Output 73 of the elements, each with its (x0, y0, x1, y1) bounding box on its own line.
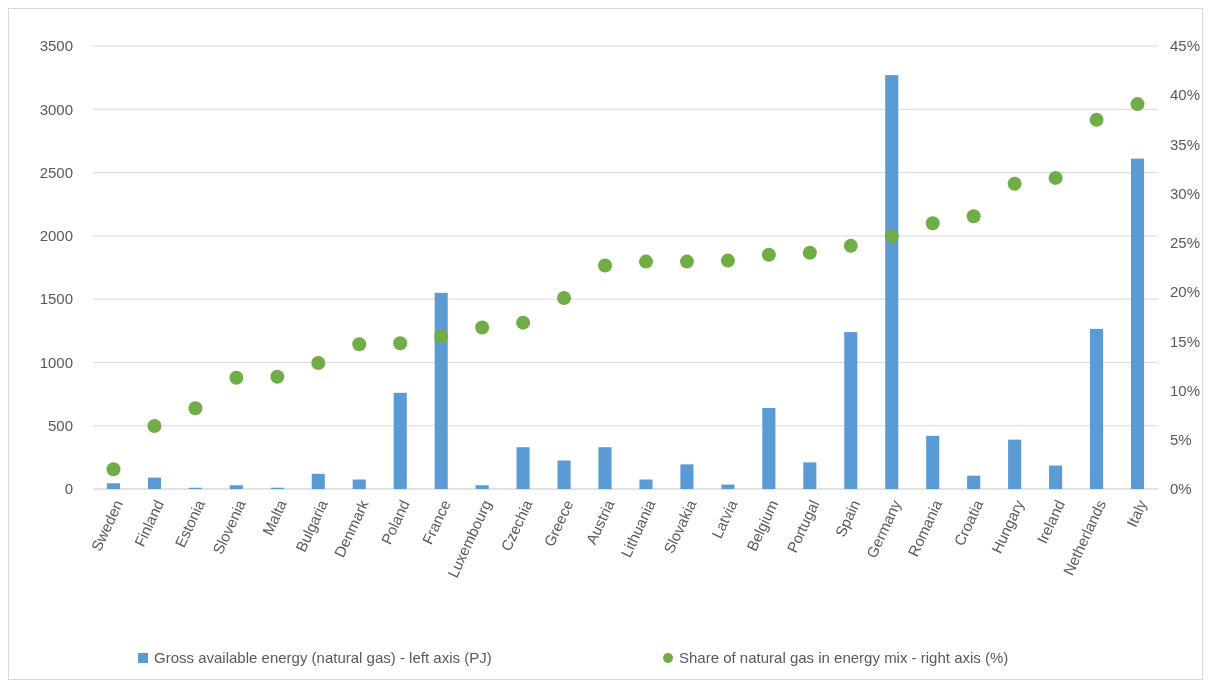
point (1007, 176, 1022, 191)
point (516, 315, 531, 330)
point (229, 370, 244, 385)
bar (926, 435, 940, 489)
point (802, 245, 817, 260)
point (966, 209, 981, 224)
bar (1049, 465, 1063, 489)
y2-tick-label: 5% (1170, 431, 1192, 449)
x-tick-label: Italy (1122, 496, 1151, 530)
bar (885, 75, 899, 489)
bar (967, 475, 981, 489)
bar (762, 407, 776, 489)
y2-tick-label: 35% (1170, 135, 1201, 153)
point (106, 462, 121, 477)
point (475, 320, 490, 335)
y2-tick-label: 10% (1170, 381, 1201, 399)
point (434, 329, 449, 344)
bar (803, 462, 817, 489)
y2-tick-label: 45% (1170, 37, 1201, 55)
y2-tick-label: 40% (1170, 86, 1201, 104)
point (598, 258, 613, 273)
bar (352, 479, 366, 489)
bar (475, 485, 489, 489)
bar (721, 484, 735, 489)
point (311, 355, 326, 370)
y2-tick-label: 15% (1170, 332, 1201, 350)
bar (1090, 328, 1104, 489)
point (761, 247, 776, 262)
point (352, 337, 367, 352)
bar (516, 447, 530, 489)
point (188, 401, 203, 416)
x-tick-label: Malta (258, 496, 291, 538)
point (1130, 97, 1145, 112)
bar (557, 460, 571, 489)
point (147, 419, 162, 433)
y2-tick-label: 25% (1170, 234, 1201, 252)
point (638, 254, 653, 269)
y-tick-label: 2000 (39, 227, 73, 245)
bar (598, 447, 612, 489)
bar (147, 477, 161, 489)
point (720, 253, 735, 268)
point (884, 229, 899, 243)
point (925, 216, 940, 231)
bar (844, 332, 858, 489)
legend-label: Gross available energy (natural gas) - left axis (PJ) (154, 649, 492, 667)
bar (393, 392, 407, 489)
y-tick-label: 2500 (39, 163, 73, 181)
y-tick-label: 1000 (39, 353, 73, 371)
bar (1008, 439, 1022, 489)
point (393, 336, 408, 351)
bar (311, 473, 325, 489)
point (1048, 170, 1063, 185)
y2-tick-label: 30% (1170, 184, 1201, 202)
bar (639, 479, 653, 489)
y-tick-label: 1500 (39, 290, 73, 308)
point (1089, 112, 1104, 127)
bar (680, 464, 694, 489)
point (843, 238, 858, 253)
y-tick-label: 500 (47, 416, 73, 434)
point (270, 369, 285, 384)
bar (434, 292, 448, 489)
bar (1130, 158, 1145, 489)
point (679, 254, 694, 269)
y2-tick-label: 0% (1170, 480, 1192, 498)
legend-label: Share of natural gas in energy mix - right axis (%) (679, 649, 1009, 667)
y-tick-label: 0 (64, 480, 73, 498)
y-tick-label: 3500 (39, 37, 73, 55)
bar (229, 485, 243, 489)
y-tick-label: 3000 (39, 100, 73, 118)
y2-tick-label: 20% (1170, 283, 1201, 301)
x-tick-label: Spain (831, 497, 864, 540)
bar (106, 483, 121, 489)
point (557, 291, 572, 306)
